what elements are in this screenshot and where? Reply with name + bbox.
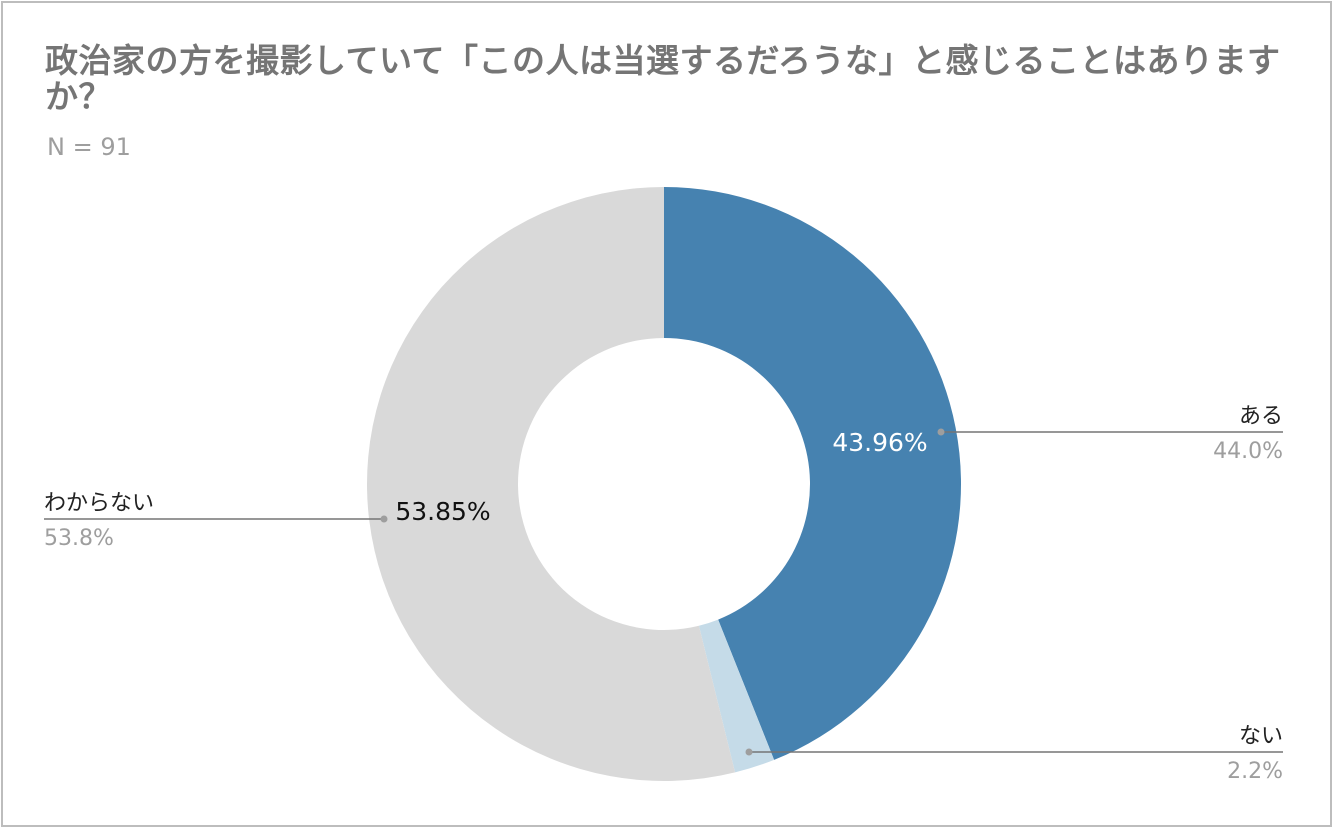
chart-subtitle: N = 91: [47, 133, 131, 161]
slice-2: [698, 619, 775, 773]
slice-outer-pct-3: 53.8%: [44, 526, 114, 551]
leader-dot-3: [380, 515, 388, 523]
slice-name-label-3: わからない: [44, 491, 154, 516]
slice-3: [366, 187, 736, 782]
leader-lines: [44, 428, 1283, 756]
slice-inner-label-1: 43.96%: [832, 428, 927, 457]
slice-name-label-1: ある: [1239, 404, 1283, 429]
donut-slices: [366, 187, 961, 782]
slice-inner-label-3: 53.85%: [395, 497, 490, 526]
slice-labels: ある 44.0% 43.96% ない 2.2% わからない 53.8% 53.85%: [44, 404, 1283, 784]
slice-name-label-2: ない: [1239, 724, 1283, 749]
leader-dot-1: [937, 428, 945, 436]
leader-dot-2: [745, 748, 753, 756]
chart-title: 政治家の方を撮影していて「この人は当選するだろうな」と感じることはありますか？: [45, 41, 1281, 116]
slice-outer-pct-1: 44.0%: [1213, 439, 1283, 464]
slice-outer-pct-2: 2.2%: [1227, 759, 1283, 784]
slice-1: [664, 187, 961, 760]
